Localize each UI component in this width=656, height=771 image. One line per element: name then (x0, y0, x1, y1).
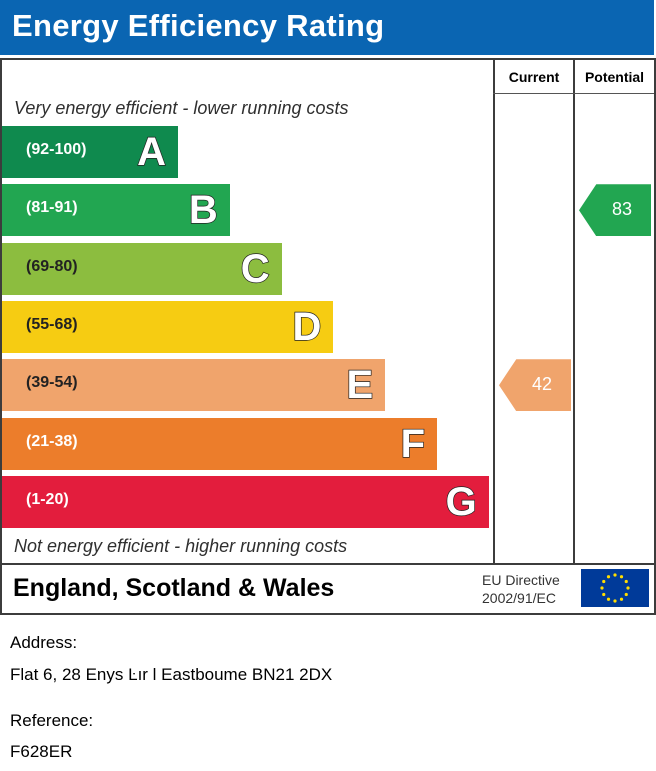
band-range-label: (81-91) (26, 199, 78, 217)
eu-star (624, 579, 628, 584)
eu-star (626, 586, 630, 590)
rating-band-c: (69-80) C (2, 242, 282, 295)
eu-star (624, 592, 628, 597)
rating-band-e: (39-54) E (2, 359, 386, 412)
band-letter: F (400, 421, 426, 466)
band-range-label: (92-100) (26, 141, 87, 158)
rating-band-g: (1-20) G (2, 475, 489, 528)
eu-star (619, 597, 624, 601)
footer-country: England, Scotland & Wales (13, 574, 335, 602)
eu-star (613, 599, 617, 603)
rating-band-f: (21-38) F (2, 417, 437, 470)
eu-directive-line1: EU Directive (482, 572, 560, 588)
current-rating-value: 42 (531, 374, 553, 395)
reference-value: F628ER (10, 742, 73, 761)
eu-star (602, 579, 606, 584)
current-column-header: Current (508, 69, 560, 85)
rating-band-b: (81-91) B (2, 184, 230, 237)
eu-flag-icon (581, 569, 649, 607)
reference-label: Reference: (10, 711, 94, 730)
eu-star (619, 575, 624, 579)
band-range-label: (55-68) (26, 315, 78, 333)
efficient-note: Very energy efficient - lower running co… (14, 98, 349, 118)
band-letter: D (292, 304, 322, 349)
band-letter: A (136, 129, 166, 174)
eu-star (602, 592, 606, 597)
current-rating-arrow: 42 (499, 359, 571, 412)
band-range-label: (69-80) (26, 257, 78, 275)
band-letter: C (240, 246, 270, 291)
footer-divider (2, 563, 654, 565)
band-range-label: (1-20) (26, 490, 69, 508)
band-range-label: (21-38) (26, 432, 78, 450)
rating-frame: Current Potential Very energy efficient … (0, 58, 656, 615)
potential-column-header: Potential (584, 69, 645, 85)
eu-directive-line2: 2002/91/EC (482, 590, 556, 606)
inefficient-note: Not energy efficient - higher running co… (14, 536, 348, 556)
header-divider (493, 93, 654, 94)
eu-star (606, 597, 611, 601)
band-letter: B (188, 188, 218, 233)
band-range-label: (39-54) (26, 374, 78, 392)
eu-star (613, 573, 617, 577)
band-letter: E (346, 362, 374, 408)
address-label: Address: (10, 633, 78, 652)
eu-directive: EU Directive 2002/91/EC (482, 571, 560, 607)
rating-band-a: (92-100) A (2, 126, 178, 178)
potential-rating-value: 83 (611, 199, 633, 220)
chart-header: Energy Efficiency Rating (0, 0, 654, 55)
potential-rating-arrow: 83 (579, 184, 651, 237)
eu-star (606, 575, 611, 579)
eu-star (600, 586, 604, 590)
band-letter: G (445, 479, 478, 524)
chart-title: Energy Efficiency Rating (12, 8, 385, 43)
column-divider (493, 60, 495, 563)
rating-band-d: (55-68) D (2, 300, 334, 353)
column-divider (573, 60, 575, 563)
address-value: Flat 6, 28 Enys Ŀır l Eastboume BN21 2DX (10, 665, 333, 684)
